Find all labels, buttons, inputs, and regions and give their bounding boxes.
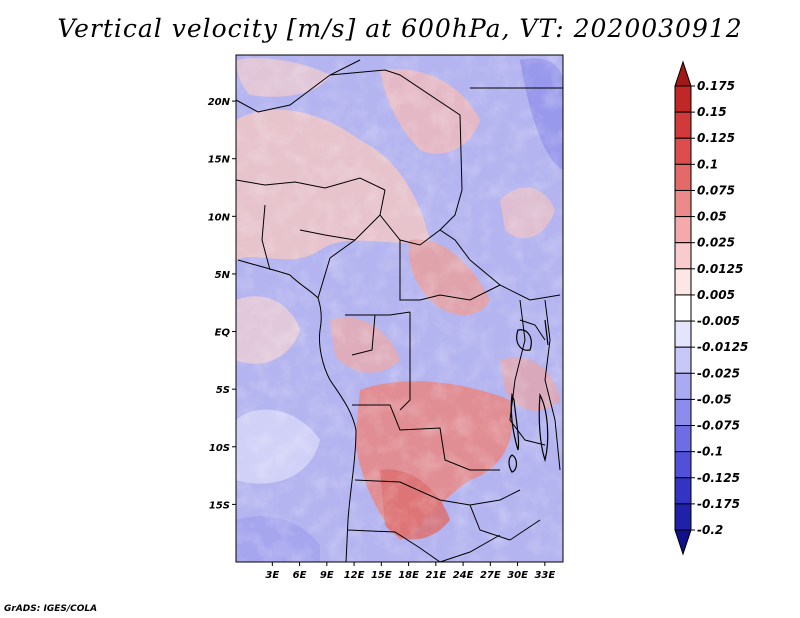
colorbar-cell: [674, 268, 692, 296]
longitude-axis: 3E 6E 9E 12E 15E 18E 21E 24E 27E 30E 33E: [265, 562, 555, 581]
lat-label: EQ: [215, 328, 231, 339]
colorbar-cell: [674, 346, 692, 374]
lat-label: 20N: [208, 97, 231, 108]
lon-label: 21E: [425, 570, 446, 581]
grads-credit: GrADS: IGES/COLA: [4, 604, 98, 614]
velocity-field: [236, 55, 563, 562]
colorbar-cell: [674, 398, 692, 427]
lon-label: 3E: [265, 570, 279, 581]
colorbar-label: -0.05: [697, 392, 732, 406]
map-frame: [235, 54, 564, 563]
colorbar-label: 0.1: [697, 157, 718, 171]
lat-label: 15S: [209, 500, 230, 511]
lon-label: 27E: [480, 570, 501, 581]
lat-label: 15N: [208, 155, 231, 166]
colorbar-label: -0.125: [697, 471, 740, 485]
colorbar-cell: [674, 137, 692, 165]
colorbar-cell: [674, 111, 692, 139]
colorbar-cell: [674, 242, 692, 270]
lon-label: 15E: [371, 570, 392, 581]
colorbar-label: 0.15: [697, 105, 727, 119]
colorbar-label: 0.0125: [697, 262, 743, 276]
lon-label: 12E: [344, 570, 365, 581]
colorbar-label: -0.0125: [697, 340, 748, 354]
lakes: [508, 319, 549, 473]
lon-label: 30E: [507, 570, 528, 581]
lon-label: 33E: [534, 570, 555, 581]
colorbar-cell: [674, 189, 692, 218]
lon-label: 9E: [320, 570, 334, 581]
colorbar-label: 0.175: [697, 79, 735, 93]
colorbar-label: -0.175: [697, 497, 740, 511]
colorbar-cell: [674, 294, 692, 322]
colorbar-label: -0.025: [697, 366, 740, 380]
lon-label: 24E: [453, 570, 474, 581]
lon-label: 18E: [398, 570, 419, 581]
colorbar-cell: [674, 320, 692, 348]
colorbar-cell: [674, 216, 692, 244]
colorbar: 0.175 0.15 0.125 0.1 0.075 0.05 0.025 0.0125 0.0…: [674, 60, 748, 556]
colorbar-label: 0.025: [697, 236, 735, 250]
colorbar-cell: [674, 425, 692, 453]
colorbar-cell: [674, 477, 692, 505]
lat-label: 10S: [209, 443, 230, 454]
colorbar-label: -0.2: [697, 523, 723, 537]
colorbar-label: 0.005: [697, 288, 735, 302]
colorbar-cell: [674, 163, 692, 191]
colorbar-cell: [674, 85, 692, 113]
lat-label: 5S: [216, 385, 230, 396]
latitude-axis: 20N 15N 10N 5N EQ 5S 10S 15S: [208, 97, 236, 511]
colorbar-label: 0.05: [697, 210, 727, 224]
lon-label: 6E: [293, 570, 307, 581]
country-borders: [236, 59, 563, 562]
lat-label: 10N: [208, 212, 231, 223]
colorbar-label: -0.005: [697, 314, 740, 328]
colorbar-cell: [674, 503, 692, 531]
colorbar-label: -0.075: [697, 419, 740, 433]
lat-label: 5N: [215, 270, 231, 281]
colorbar-label: 0.125: [697, 131, 735, 145]
colorbar-cell: [674, 529, 692, 556]
colorbar-label: -0.1: [697, 445, 723, 459]
colorbar-cell: [674, 60, 692, 87]
colorbar-cell: [674, 451, 692, 479]
colorbar-cell: [674, 372, 692, 400]
chart-title: Vertical velocity [m/s] at 600hPa, VT: 2…: [57, 14, 743, 43]
colorbar-label: 0.075: [697, 183, 735, 197]
